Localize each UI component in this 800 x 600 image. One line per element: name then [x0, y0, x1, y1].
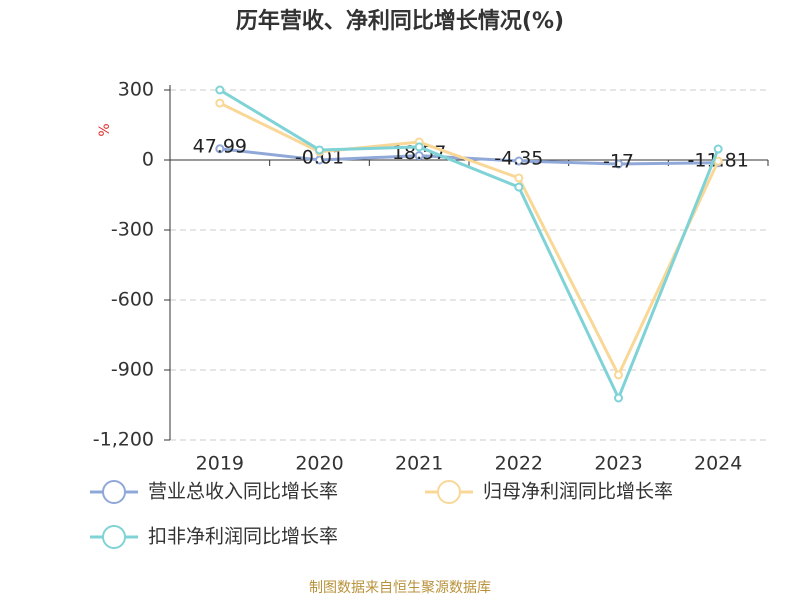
data-point — [514, 156, 524, 166]
y-axis-label: % — [97, 123, 113, 136]
data-point — [614, 159, 623, 169]
x-tick-label: 2020 — [295, 453, 343, 475]
legend-label: 扣非净利润同比增长率 — [148, 526, 338, 548]
x-tick-label: 2023 — [594, 453, 642, 475]
data-point — [614, 393, 623, 403]
series-line — [219, 147, 719, 166]
data-label: 47.99 — [193, 135, 247, 157]
data-point — [514, 182, 524, 192]
y-tick-label: 300 — [118, 79, 154, 101]
y-tick-label: -1,200 — [93, 429, 154, 451]
data-point — [614, 370, 623, 380]
x-tick-label: 2019 — [196, 453, 244, 475]
data-point — [713, 144, 723, 154]
x-tick-label: 2021 — [395, 453, 443, 475]
data-point — [315, 145, 324, 155]
x-tick-label: 2024 — [694, 453, 742, 475]
legend-marker — [102, 480, 126, 504]
data-point — [215, 98, 225, 108]
series-line — [219, 88, 720, 402]
data-point — [414, 151, 424, 161]
legend-marker — [437, 480, 461, 504]
data-point — [215, 85, 225, 95]
series-line — [219, 101, 720, 379]
y-tick-label: 0 — [142, 149, 154, 171]
legend-label: 归母净利润同比增长率 — [483, 481, 673, 503]
data-point — [215, 144, 225, 154]
chart-title: 历年营收、净利同比增长情况(%) — [236, 8, 564, 34]
y-tick-label: -600 — [111, 289, 154, 311]
data-point — [514, 173, 524, 183]
legend-marker — [102, 525, 126, 549]
source-note: 制图数据来自恒生聚源数据库 — [309, 580, 491, 596]
y-tick-label: -300 — [111, 219, 154, 241]
data-point — [315, 155, 324, 165]
data-label: -17 — [603, 150, 634, 172]
x-tick-label: 2022 — [495, 453, 543, 475]
data-label: -4.35 — [494, 148, 543, 170]
y-tick-label: -900 — [111, 359, 154, 381]
legend-label: 营业总收入同比增长率 — [148, 481, 338, 503]
data-point — [414, 142, 424, 152]
